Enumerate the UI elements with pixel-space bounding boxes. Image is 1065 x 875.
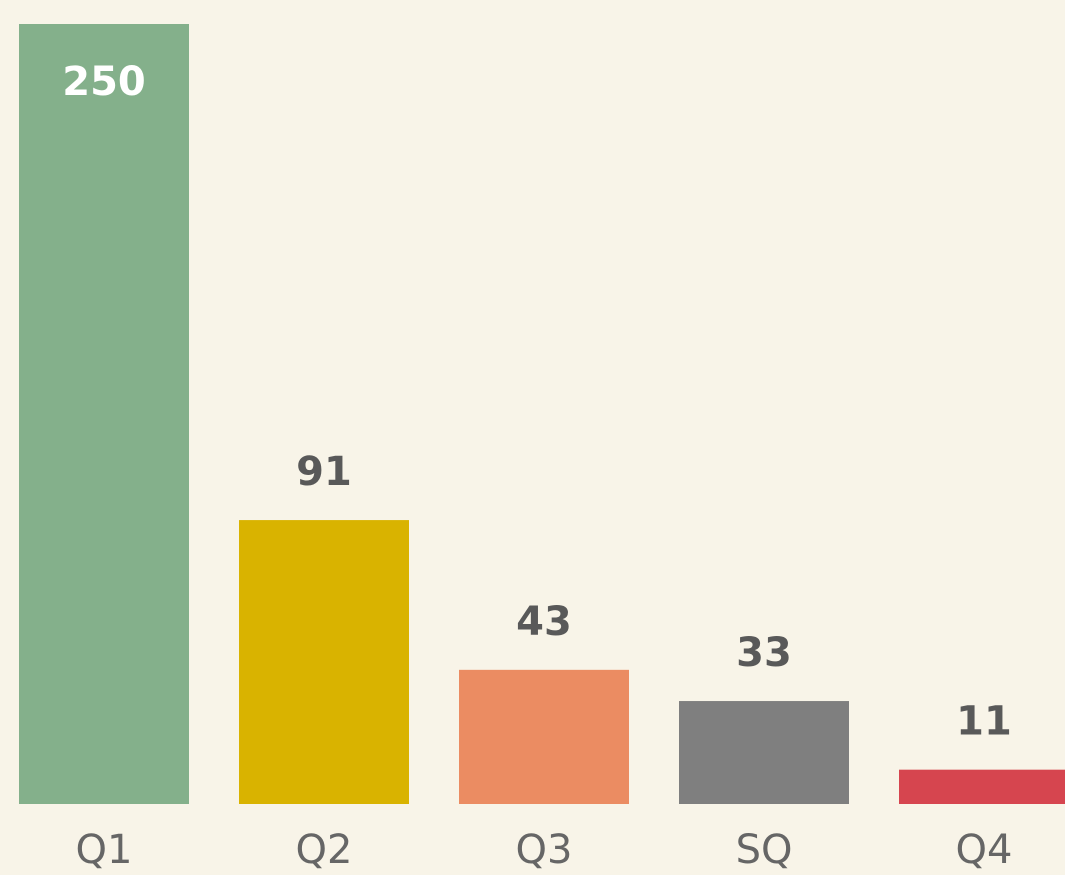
data-label: 91 xyxy=(296,449,352,495)
x-tick-label: SQ xyxy=(736,827,793,873)
bar xyxy=(459,669,629,804)
bar xyxy=(19,24,189,804)
bar xyxy=(899,769,1065,804)
bar xyxy=(679,701,849,804)
x-tick-label: Q3 xyxy=(516,827,573,873)
x-tick-label: Q2 xyxy=(296,827,353,873)
data-label: 11 xyxy=(956,699,1012,745)
x-tick-label: Q4 xyxy=(956,827,1013,873)
bar xyxy=(239,520,409,804)
data-label: 33 xyxy=(736,630,792,676)
x-tick-label: Q1 xyxy=(76,827,133,873)
data-label: 43 xyxy=(516,599,572,645)
data-label: 250 xyxy=(62,59,146,105)
